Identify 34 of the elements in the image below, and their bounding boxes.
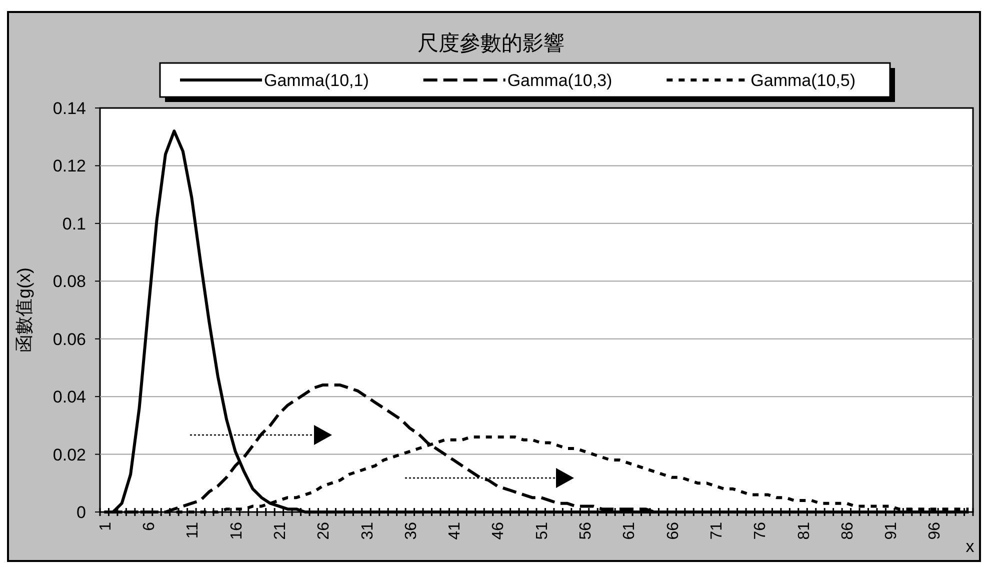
legend-label: Gamma(10,3) bbox=[507, 71, 612, 90]
x-tick-label: 61 bbox=[621, 522, 638, 540]
x-tick-label: 86 bbox=[839, 522, 856, 540]
x-tick-label: 76 bbox=[752, 522, 770, 540]
x-tick-label: 81 bbox=[796, 522, 813, 540]
chart-title: 尺度參數的影響 bbox=[418, 32, 564, 55]
x-tick-label: 46 bbox=[490, 522, 508, 540]
y-tick-label: 0.12 bbox=[52, 156, 86, 176]
x-tick-label: 71 bbox=[708, 522, 726, 540]
x-tick-label: 6 bbox=[141, 522, 158, 531]
y-tick-label: 0.08 bbox=[52, 272, 86, 292]
x-axis-title: x bbox=[966, 537, 975, 556]
x-tick-label: 11 bbox=[184, 522, 202, 539]
y-tick-label: 0.14 bbox=[52, 99, 86, 118]
x-tick-label: 31 bbox=[359, 522, 376, 540]
y-tick-label: 0 bbox=[76, 503, 86, 522]
y-axis-title: 函數值g(x) bbox=[14, 268, 34, 352]
x-tick-label: 96 bbox=[926, 522, 944, 540]
x-tick-label: 91 bbox=[883, 522, 900, 540]
x-tick-label: 41 bbox=[446, 522, 464, 540]
y-tick-label: 0.06 bbox=[52, 330, 86, 349]
x-tick-label: 16 bbox=[228, 522, 246, 540]
x-tick-label: 66 bbox=[664, 522, 682, 540]
y-tick-label: 0.1 bbox=[62, 214, 86, 234]
x-tick-label: 51 bbox=[534, 522, 551, 540]
x-tick-label: 1 bbox=[97, 522, 114, 531]
x-tick-label: 36 bbox=[402, 522, 420, 540]
x-tick-label: 56 bbox=[578, 522, 595, 540]
legend-label: Gamma(10,1) bbox=[264, 71, 369, 90]
y-tick-label: 0.04 bbox=[52, 388, 86, 407]
legend-label: Gamma(10,5) bbox=[750, 71, 856, 90]
x-tick-label: 21 bbox=[272, 522, 289, 540]
x-tick-label: 26 bbox=[316, 522, 333, 540]
y-tick-label: 0.02 bbox=[52, 445, 86, 464]
